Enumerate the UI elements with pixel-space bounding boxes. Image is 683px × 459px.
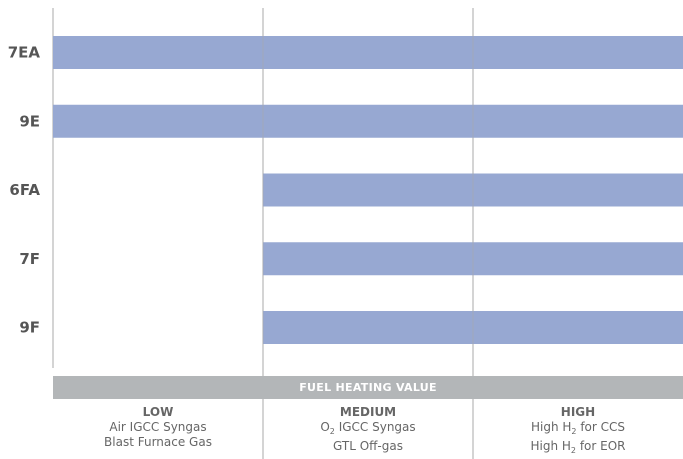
level-high: HIGH High H2 for CCS High H2 for EOR [473,405,683,458]
turbine-label-9e: 9E [19,112,40,130]
level-name: HIGH [560,405,596,419]
turbine-labels: 7EA 9E 6FA 7F 9F [8,44,41,337]
level-name: MEDIUM [339,405,397,419]
bar-9e [53,104,683,138]
turbine-label-7ea: 7EA [8,44,41,62]
fuel-type-label: High H2 for CCS [530,420,626,436]
level-low: LOW Air IGCC Syngas Blast Furnace Gas [53,405,263,450]
fuel-type-label: Blast Furnace Gas [104,435,212,449]
bar-7ea [53,36,683,69]
bars [53,8,683,368]
turbine-label-9f: 9F [19,319,40,337]
x-axis-title: FUEL HEATING VALUE [299,381,437,394]
subscript: 2 [329,427,335,436]
fuel-type-label: GTL Off-gas [333,439,403,453]
turbine-label-6fa: 6FA [9,181,40,199]
fuel-heating-value-band [53,376,683,399]
fuel-type-label: High H2 for EOR [530,439,626,455]
subscript: 2 [570,446,576,455]
subscript: 2 [571,427,577,436]
level-name: LOW [142,405,174,419]
fuel-type-label: Air IGCC Syngas [109,420,207,434]
fuel-type-label: O2 IGCC Syngas [320,420,416,436]
turbine-label-7f: 7F [19,250,40,268]
level-medium: MEDIUM O2 IGCC Syngas GTL Off-gas [263,405,473,454]
